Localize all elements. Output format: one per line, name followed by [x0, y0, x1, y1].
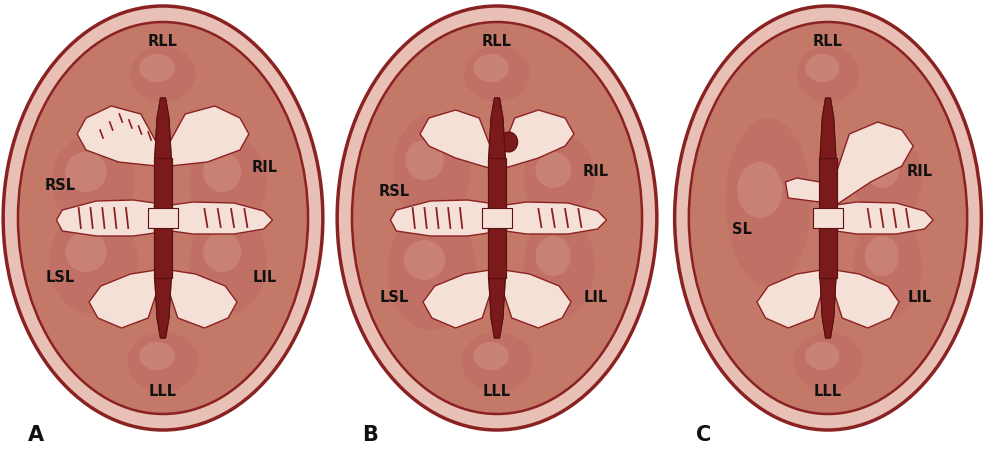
Ellipse shape: [190, 210, 266, 314]
Ellipse shape: [139, 54, 175, 82]
Text: RLL: RLL: [148, 35, 178, 50]
Text: RIL: RIL: [583, 165, 609, 180]
Polygon shape: [155, 274, 172, 338]
Polygon shape: [170, 106, 249, 166]
Text: LLL: LLL: [483, 385, 511, 400]
Polygon shape: [155, 98, 172, 162]
Polygon shape: [836, 202, 933, 234]
Polygon shape: [89, 270, 156, 328]
Polygon shape: [77, 106, 156, 166]
Ellipse shape: [865, 152, 899, 188]
Text: LSL: LSL: [46, 271, 74, 286]
Text: RIL: RIL: [907, 165, 933, 180]
Polygon shape: [155, 274, 172, 338]
Ellipse shape: [66, 152, 107, 192]
Ellipse shape: [805, 54, 839, 82]
Ellipse shape: [523, 134, 595, 222]
Ellipse shape: [474, 54, 508, 82]
Ellipse shape: [474, 342, 508, 370]
Polygon shape: [154, 158, 173, 278]
FancyBboxPatch shape: [148, 208, 179, 228]
Polygon shape: [489, 98, 505, 162]
Ellipse shape: [854, 134, 922, 222]
Text: A: A: [28, 425, 44, 445]
Ellipse shape: [338, 6, 656, 430]
Polygon shape: [834, 122, 914, 206]
Ellipse shape: [49, 210, 138, 314]
Text: LLL: LLL: [814, 385, 842, 400]
Text: LLL: LLL: [149, 385, 177, 400]
Polygon shape: [390, 200, 489, 236]
Ellipse shape: [127, 332, 199, 392]
Polygon shape: [489, 274, 505, 338]
Ellipse shape: [203, 232, 241, 272]
Ellipse shape: [794, 332, 862, 392]
Polygon shape: [155, 98, 172, 162]
Polygon shape: [820, 98, 836, 162]
Ellipse shape: [535, 236, 571, 276]
Text: RSL: RSL: [45, 177, 75, 192]
Polygon shape: [505, 202, 607, 234]
Polygon shape: [489, 98, 505, 162]
Polygon shape: [172, 202, 272, 234]
Text: RLL: RLL: [813, 35, 843, 50]
Polygon shape: [820, 274, 836, 338]
Polygon shape: [154, 158, 173, 278]
Ellipse shape: [393, 114, 471, 226]
Ellipse shape: [190, 134, 266, 230]
Polygon shape: [757, 270, 821, 328]
Polygon shape: [488, 158, 506, 278]
Ellipse shape: [3, 6, 323, 430]
Text: LSL: LSL: [379, 290, 409, 305]
Polygon shape: [57, 200, 155, 236]
Polygon shape: [488, 158, 506, 278]
Polygon shape: [820, 98, 836, 162]
Ellipse shape: [535, 152, 571, 188]
Ellipse shape: [726, 118, 811, 286]
Ellipse shape: [66, 232, 107, 272]
Ellipse shape: [854, 214, 922, 318]
Polygon shape: [170, 270, 237, 328]
Polygon shape: [819, 158, 837, 278]
Text: LIL: LIL: [908, 290, 932, 305]
Ellipse shape: [203, 152, 241, 192]
Ellipse shape: [523, 214, 595, 318]
Polygon shape: [420, 110, 574, 170]
Ellipse shape: [404, 240, 445, 280]
Polygon shape: [489, 274, 505, 338]
Ellipse shape: [689, 22, 967, 414]
FancyBboxPatch shape: [813, 208, 843, 228]
Ellipse shape: [352, 22, 642, 414]
Polygon shape: [785, 178, 820, 202]
Ellipse shape: [796, 46, 859, 102]
Text: C: C: [696, 425, 711, 445]
Text: SL: SL: [732, 222, 752, 237]
Ellipse shape: [674, 6, 981, 430]
Ellipse shape: [865, 236, 899, 276]
Ellipse shape: [737, 162, 782, 218]
Ellipse shape: [465, 46, 529, 102]
Ellipse shape: [499, 132, 517, 152]
Ellipse shape: [18, 22, 308, 414]
Text: LIL: LIL: [253, 271, 277, 286]
Text: RLL: RLL: [482, 35, 512, 50]
Polygon shape: [819, 158, 837, 278]
Text: RIL: RIL: [252, 160, 278, 175]
Ellipse shape: [52, 134, 135, 230]
Polygon shape: [820, 274, 836, 338]
Text: LIL: LIL: [584, 290, 608, 305]
Text: RSL: RSL: [378, 184, 409, 199]
Ellipse shape: [130, 46, 196, 102]
Polygon shape: [423, 270, 491, 328]
Ellipse shape: [139, 342, 175, 370]
Ellipse shape: [805, 342, 839, 370]
Text: B: B: [362, 425, 378, 445]
Polygon shape: [503, 270, 571, 328]
Polygon shape: [834, 270, 899, 328]
Ellipse shape: [387, 210, 477, 330]
Ellipse shape: [462, 332, 532, 392]
FancyBboxPatch shape: [482, 208, 512, 228]
Ellipse shape: [405, 140, 444, 180]
